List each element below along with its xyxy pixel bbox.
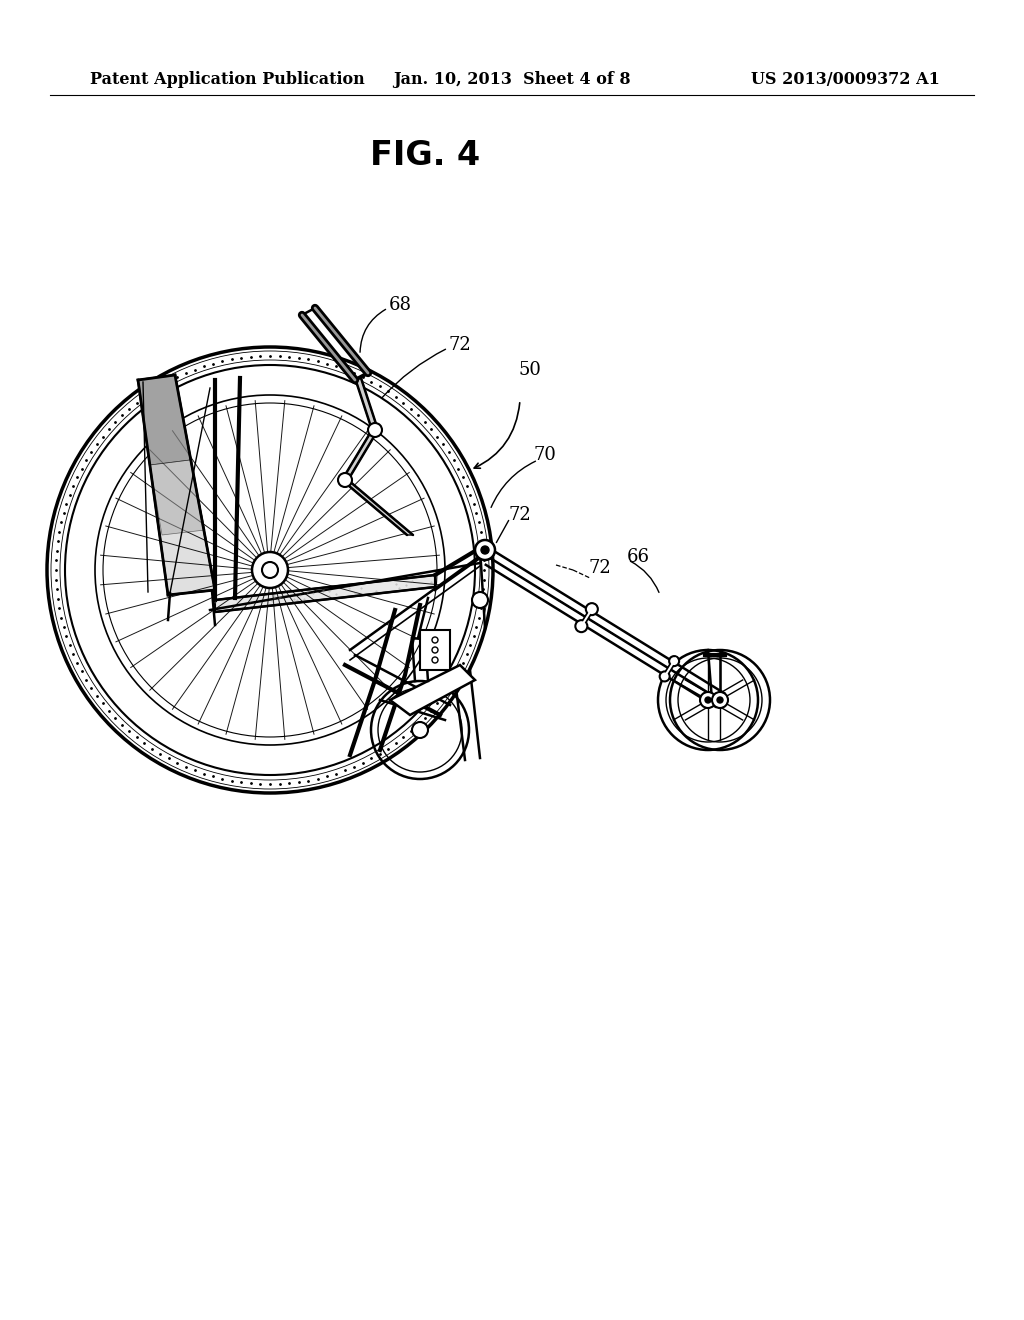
Circle shape xyxy=(575,620,588,632)
Polygon shape xyxy=(138,375,190,465)
Circle shape xyxy=(252,552,288,587)
Text: FIG. 4: FIG. 4 xyxy=(370,140,480,172)
Text: US 2013/0009372 A1: US 2013/0009372 A1 xyxy=(752,71,940,88)
Polygon shape xyxy=(420,630,450,671)
Circle shape xyxy=(705,697,711,704)
Circle shape xyxy=(700,692,716,708)
Circle shape xyxy=(659,672,670,681)
Polygon shape xyxy=(390,665,475,715)
Text: Jan. 10, 2013  Sheet 4 of 8: Jan. 10, 2013 Sheet 4 of 8 xyxy=(393,71,631,88)
Circle shape xyxy=(717,697,723,704)
Circle shape xyxy=(262,562,278,578)
Circle shape xyxy=(412,722,428,738)
Text: 72: 72 xyxy=(509,506,531,524)
Circle shape xyxy=(669,656,679,667)
Text: 70: 70 xyxy=(534,446,556,465)
Text: 72: 72 xyxy=(589,558,611,577)
Text: 72: 72 xyxy=(449,337,471,354)
Text: Patent Application Publication: Patent Application Publication xyxy=(90,71,365,88)
Polygon shape xyxy=(215,576,435,612)
Circle shape xyxy=(481,546,489,554)
Circle shape xyxy=(712,692,728,708)
Circle shape xyxy=(368,422,382,437)
Polygon shape xyxy=(150,459,205,535)
Circle shape xyxy=(586,603,598,615)
Text: 50: 50 xyxy=(518,360,542,379)
Polygon shape xyxy=(138,375,215,595)
PathPatch shape xyxy=(342,378,413,535)
Circle shape xyxy=(475,540,495,560)
Circle shape xyxy=(338,473,352,487)
Text: 66: 66 xyxy=(627,548,649,566)
Text: 68: 68 xyxy=(388,296,412,314)
Circle shape xyxy=(472,591,488,609)
